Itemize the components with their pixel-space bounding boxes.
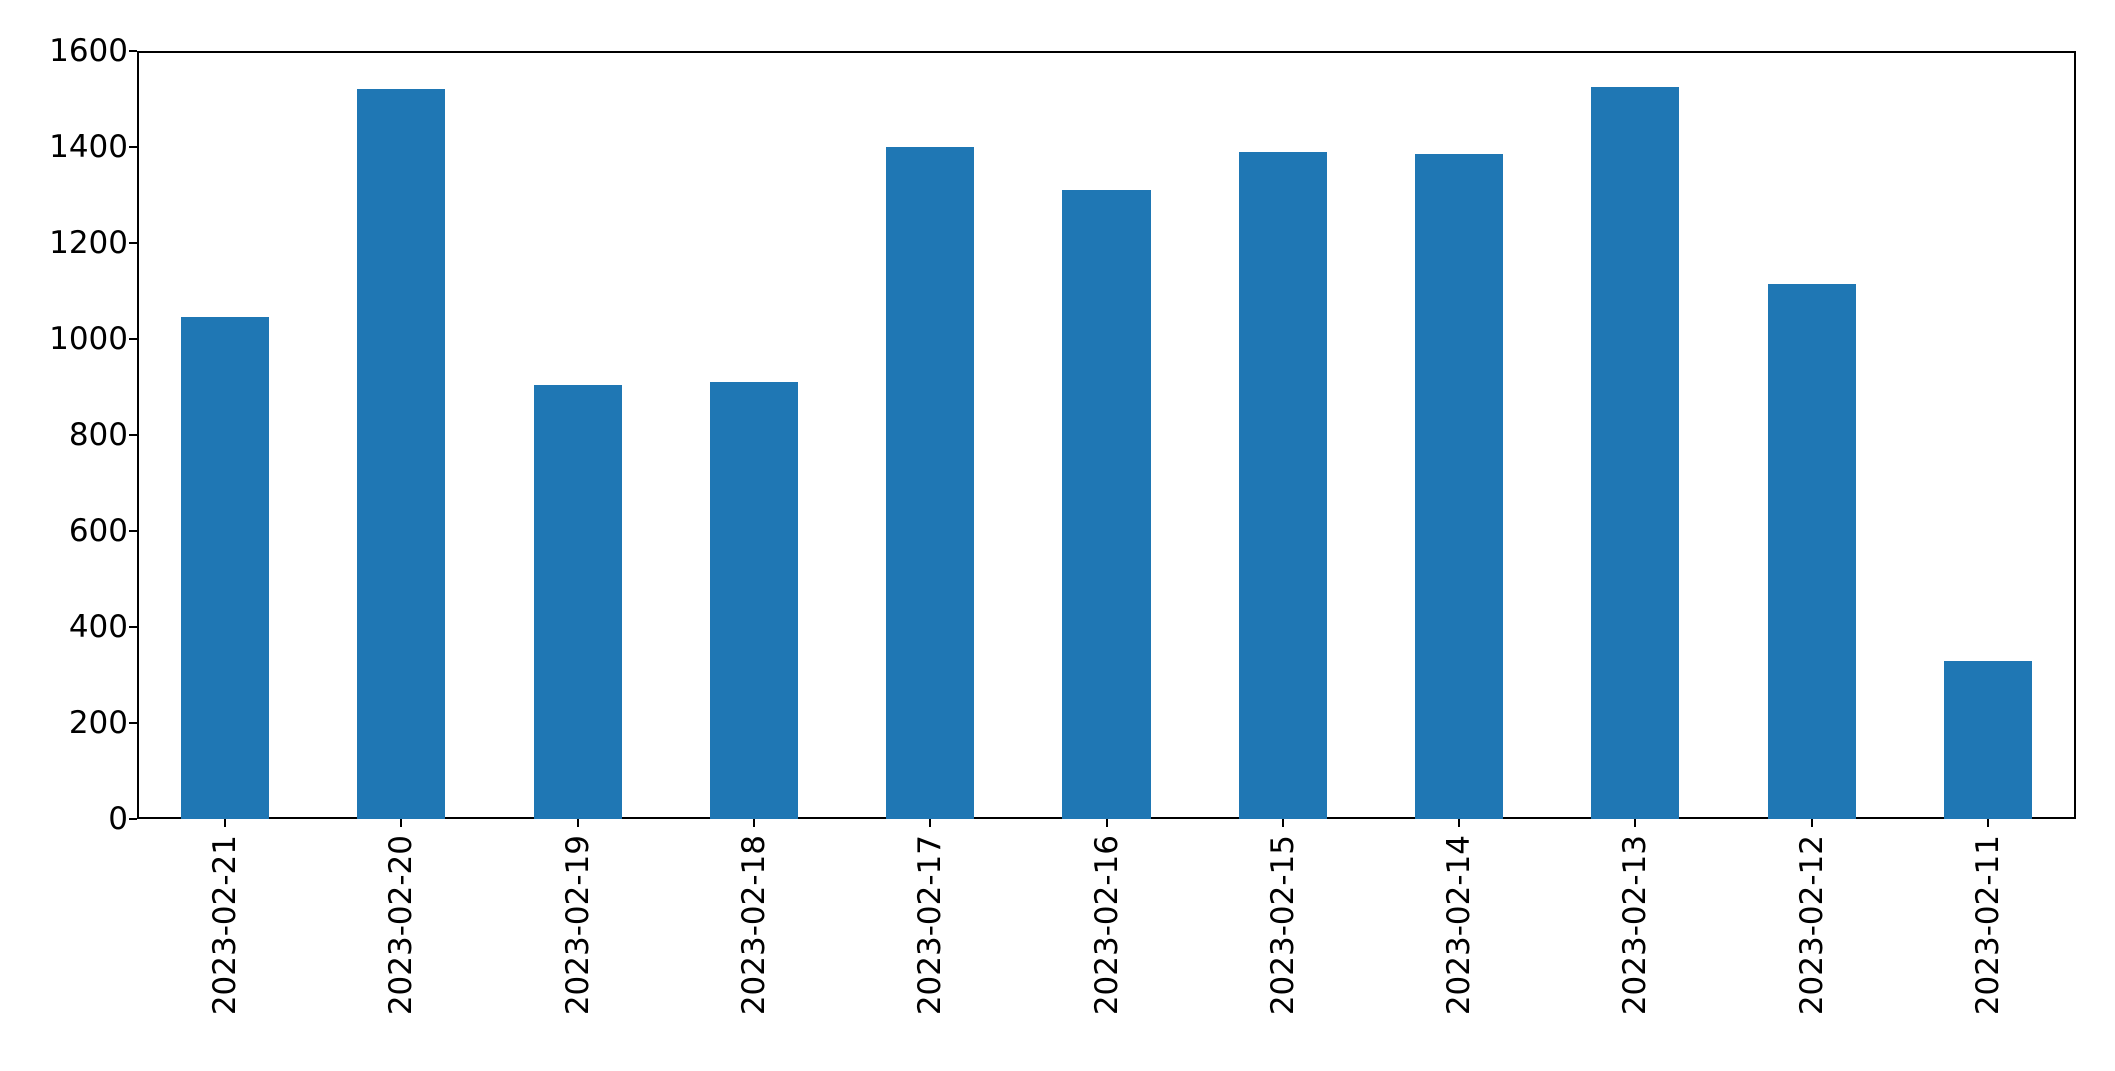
y-tick-label: 1600 <box>49 33 128 69</box>
x-tick-mark <box>224 819 227 827</box>
y-tick-label: 400 <box>68 609 128 645</box>
y-tick-mark <box>129 530 137 532</box>
bar <box>1767 283 1856 819</box>
x-tick-mark <box>400 819 403 827</box>
y-tick-mark <box>129 338 137 340</box>
y-tick-mark <box>129 434 137 436</box>
top-spine <box>137 51 2076 53</box>
x-tick-label: 2023-02-18 <box>735 835 772 1016</box>
right-spine <box>2074 51 2076 819</box>
x-tick-mark <box>1105 819 1108 827</box>
x-tick-mark <box>576 819 579 827</box>
x-tick-label: 2023-02-15 <box>1264 835 1301 1016</box>
x-tick-mark <box>1986 819 1989 827</box>
y-tick-label: 1400 <box>49 129 128 165</box>
y-tick-label: 0 <box>108 801 128 837</box>
x-tick-label: 2023-02-12 <box>1793 835 1830 1016</box>
y-axis <box>137 51 139 819</box>
y-tick-mark <box>129 50 137 52</box>
bar <box>1238 151 1327 819</box>
bar <box>357 89 446 819</box>
x-tick-label: 2023-02-14 <box>1441 835 1478 1016</box>
x-tick-label: 2023-02-13 <box>1617 835 1654 1016</box>
y-tick-mark <box>129 146 137 148</box>
bar <box>533 384 622 819</box>
x-tick-mark <box>1810 819 1813 827</box>
y-tick-mark <box>129 818 137 820</box>
x-tick-label: 2023-02-16 <box>1088 835 1125 1016</box>
x-tick-label: 2023-02-19 <box>559 835 596 1016</box>
x-tick-mark <box>1281 819 1284 827</box>
y-tick-mark <box>129 626 137 628</box>
y-tick-label: 1200 <box>49 225 128 261</box>
x-tick-mark <box>929 819 932 827</box>
bar <box>1943 660 2032 819</box>
x-tick-label: 2023-02-17 <box>912 835 949 1016</box>
bar <box>1414 154 1504 819</box>
y-tick-label: 600 <box>68 513 128 549</box>
bar <box>709 382 798 819</box>
x-tick-label: 2023-02-11 <box>1969 835 2006 1016</box>
x-tick-label: 2023-02-21 <box>207 835 244 1016</box>
x-tick-mark <box>752 819 755 827</box>
y-tick-mark <box>129 242 137 244</box>
y-tick-label: 200 <box>68 705 128 741</box>
bar <box>886 147 975 819</box>
y-tick-mark <box>129 722 137 724</box>
bar <box>1062 190 1151 819</box>
plot-area <box>129 50 2076 827</box>
y-tick-label: 800 <box>68 417 128 453</box>
bar <box>181 317 270 819</box>
x-tick-mark <box>1634 819 1637 827</box>
x-tick-label: 2023-02-20 <box>383 835 420 1016</box>
y-tick-label: 1000 <box>49 321 128 357</box>
bar <box>1591 87 1680 819</box>
x-tick-mark <box>1458 819 1461 827</box>
